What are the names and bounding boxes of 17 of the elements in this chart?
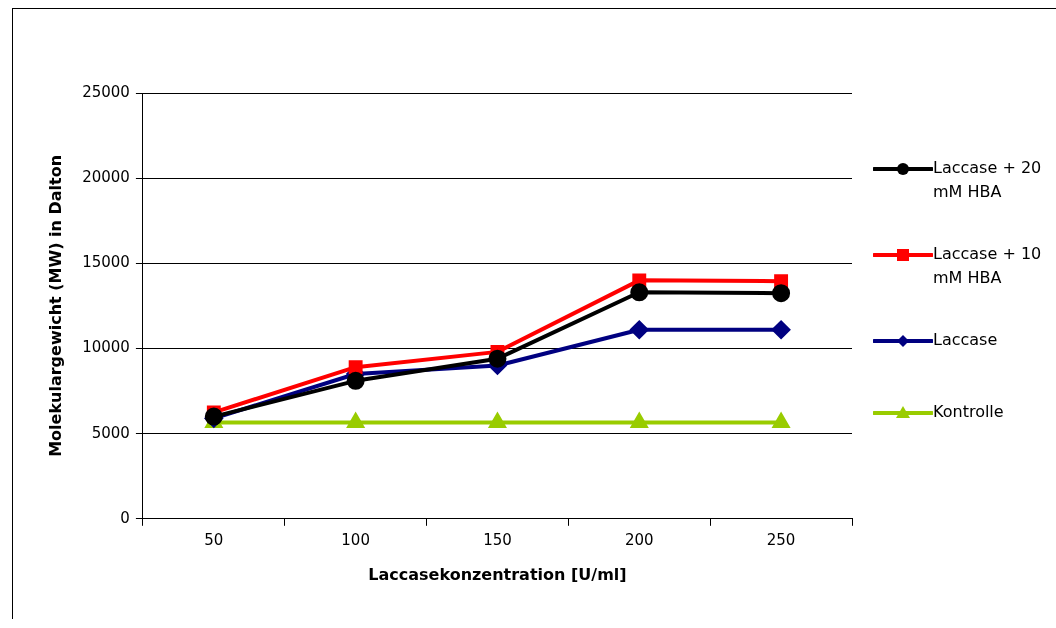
y-tick-label: 0 <box>120 508 130 527</box>
legend-label: Laccase + 20 mM HBA <box>933 157 1043 203</box>
x-axis-title: Laccasekonzentration [U/ml] <box>368 564 627 584</box>
x-tick-label: 150 <box>483 530 512 549</box>
y-tick-label: 10000 <box>82 338 130 357</box>
legend-label: Laccase + 10 mM HBA <box>933 243 1043 289</box>
x-tick-label: 200 <box>624 530 654 549</box>
y-axis-title: Molekulargewicht (MW) in Dalton <box>45 154 65 457</box>
x-tick-label: 100 <box>341 530 370 549</box>
x-tick-label: 250 <box>766 530 796 549</box>
y-tick-label: 15000 <box>82 253 130 272</box>
y-tick-label: 20000 <box>82 168 130 187</box>
x-tick-label: 50 <box>204 530 224 549</box>
legend-label: Laccase <box>933 329 999 351</box>
y-tick-label: 25000 <box>82 82 130 101</box>
y-tick-label: 5000 <box>91 423 130 442</box>
legend-label: Kontrolle <box>933 401 1005 423</box>
